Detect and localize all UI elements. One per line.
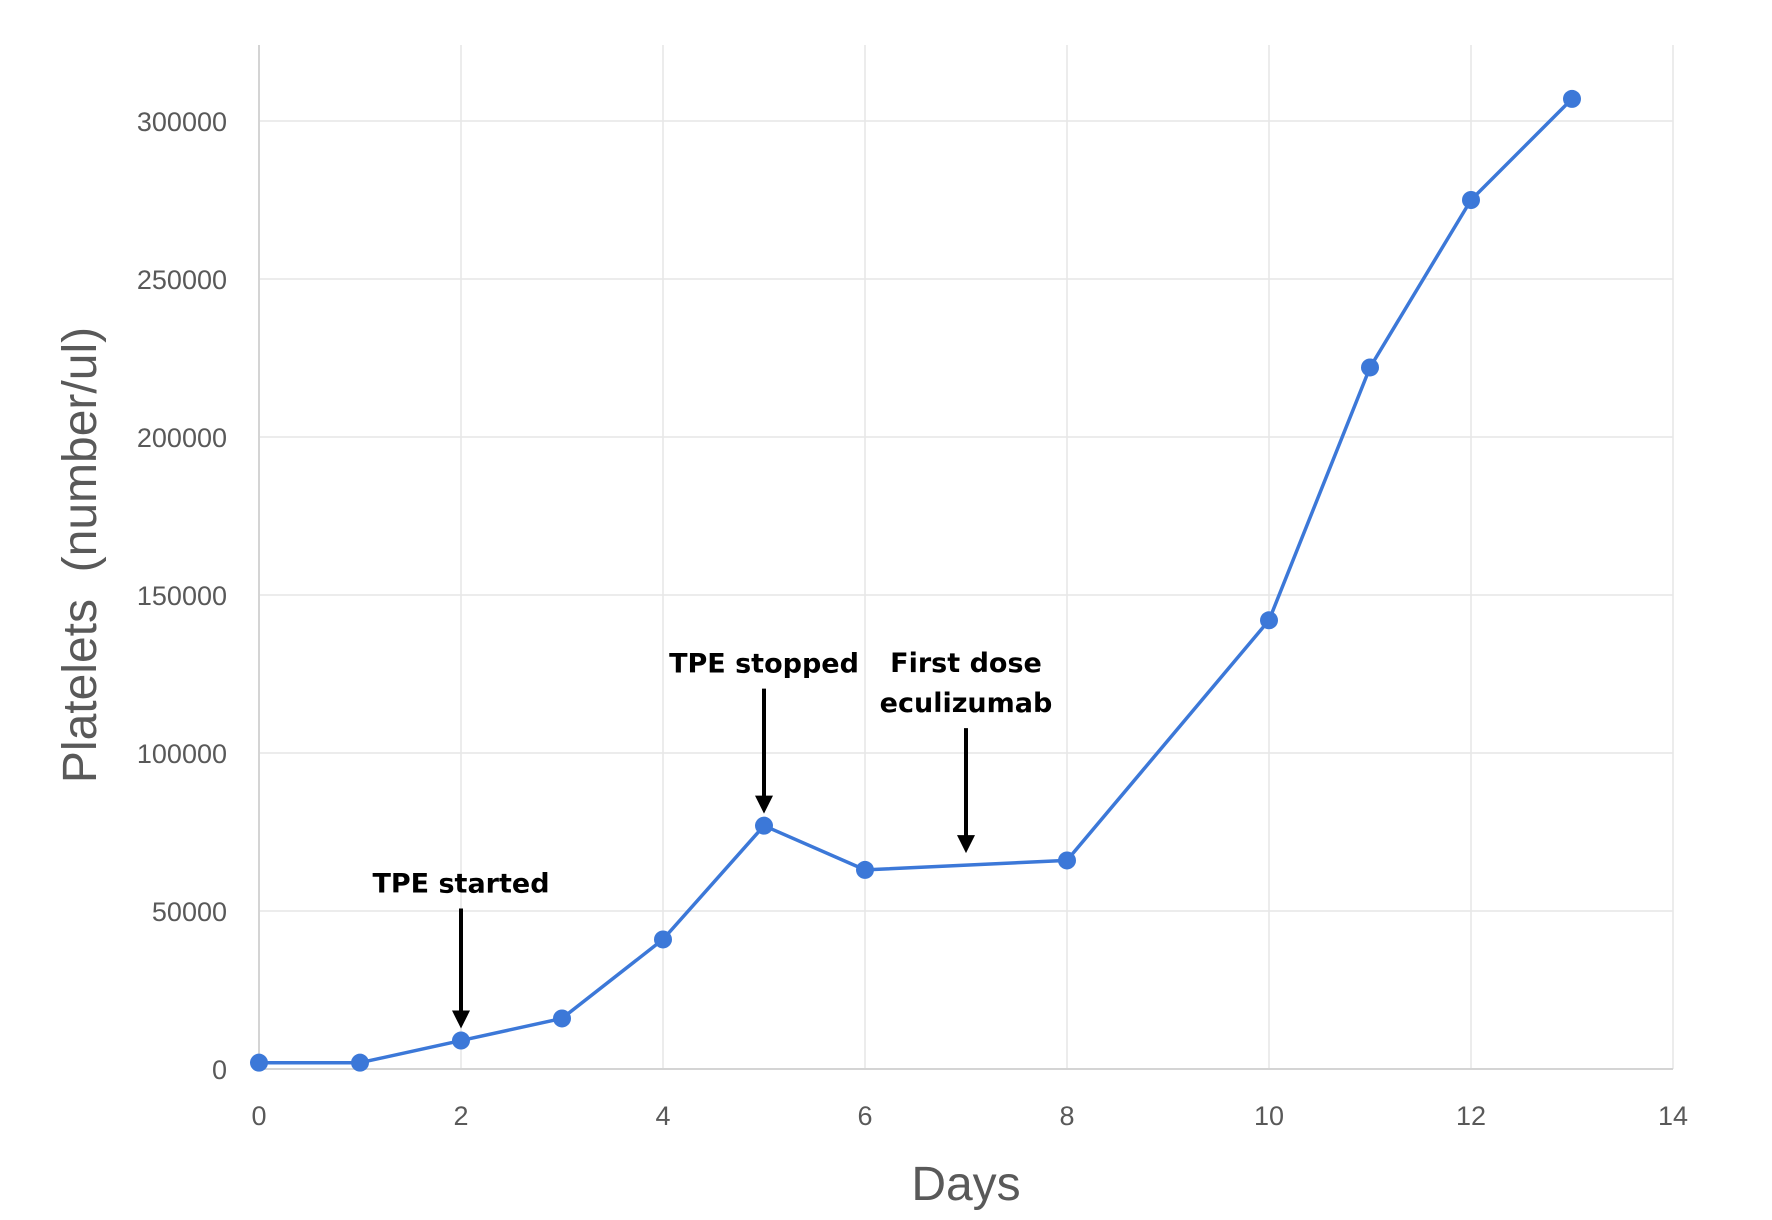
x-axis-title: Days (911, 1158, 1020, 1211)
data-points (250, 89, 1581, 1072)
y-tick-label: 100000 (137, 739, 227, 769)
x-tick-label: 0 (251, 1101, 266, 1131)
annotation-label: First dose (890, 648, 1042, 679)
axes (258, 45, 1673, 1070)
annotation-label: eculizumab (880, 688, 1053, 719)
annotation-arrow-head (755, 795, 773, 814)
data-point (553, 1009, 571, 1028)
gridlines (259, 45, 1674, 1069)
data-point (1260, 611, 1278, 630)
data-point (1462, 191, 1480, 209)
data-point (452, 1031, 470, 1050)
y-tick-label: 200000 (137, 423, 227, 453)
series-line (259, 97, 1574, 1065)
annotation-arrow-head (957, 835, 975, 854)
annotation-label: TPE stopped (669, 649, 859, 680)
data-point (250, 1053, 268, 1072)
x-tick-label: 4 (655, 1101, 670, 1131)
x-tick-label: 6 (857, 1101, 872, 1131)
y-axis-title: Platelets (number/ul) (54, 327, 107, 783)
data-point (1058, 851, 1076, 870)
x-tick-label: 8 (1059, 1101, 1074, 1131)
annotation-arrow-head (452, 1010, 470, 1029)
data-point (755, 816, 773, 835)
x-tick-label: 10 (1254, 1101, 1284, 1131)
annotation-label: TPE started (372, 869, 549, 900)
x-tick-label: 14 (1658, 1101, 1688, 1131)
data-point (1563, 89, 1581, 108)
y-tick-label: 300000 (137, 107, 227, 137)
data-point (856, 860, 874, 879)
y-tick-label: 250000 (137, 265, 227, 295)
data-point (351, 1053, 369, 1072)
x-tick-label: 2 (453, 1101, 468, 1131)
x-tick-label: 12 (1456, 1101, 1486, 1131)
x-tick-labels: 0 2 4 6 8 10 12 14 (251, 1101, 1688, 1131)
y-tick-label: 0 (212, 1055, 227, 1085)
y-tick-labels: 0 50000 100000 150000 200000 250000 300000 (137, 107, 227, 1085)
data-point (654, 930, 672, 949)
data-point (1361, 358, 1379, 377)
y-tick-label: 50000 (152, 897, 227, 927)
y-tick-label: 150000 (137, 581, 227, 611)
annotations: TPE started TPE stopped First dose eculizum… (372, 648, 1053, 1029)
